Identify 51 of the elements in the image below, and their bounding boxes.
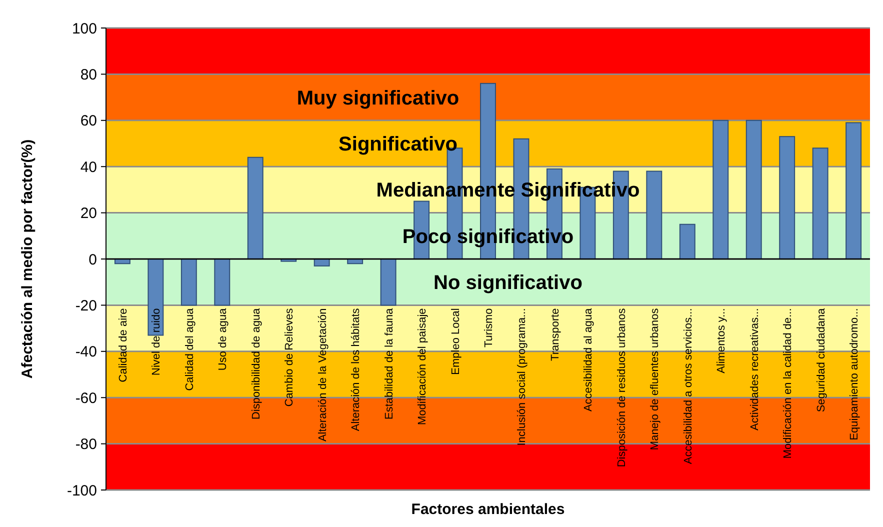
x-tick-label: Actividades recreativas... bbox=[748, 308, 761, 430]
bar bbox=[812, 148, 828, 260]
band-label: No significativo bbox=[434, 272, 582, 294]
x-tick-label: Inclusión social (programa... bbox=[516, 308, 528, 446]
x-tick-label: Disposición de residuos urbanos bbox=[616, 308, 628, 468]
y-tick-label: -60 bbox=[75, 390, 97, 407]
y-axis-title: Afectación al medio por factor(%) bbox=[19, 139, 36, 379]
x-tick-label: Empleo Local bbox=[450, 308, 462, 375]
x-tick-label: Turismo bbox=[483, 308, 495, 348]
x-tick-label: Modificación del paisaje bbox=[416, 308, 429, 425]
x-tick-label: Alteración de los hábitats bbox=[350, 308, 362, 432]
bar bbox=[214, 258, 230, 306]
bar bbox=[247, 156, 264, 260]
bar bbox=[679, 224, 696, 260]
bar bbox=[712, 120, 729, 260]
x-tick-label: Equipamiento autodromo... bbox=[848, 308, 861, 440]
x-tick-label: Transporte bbox=[549, 308, 562, 361]
x-tick-label: Nivel de ruido bbox=[150, 308, 163, 376]
bar bbox=[779, 136, 796, 260]
x-tick-label: Seguridad ciudadana bbox=[815, 307, 828, 412]
y-tick-label: -20 bbox=[75, 297, 97, 314]
y-tick-label: -40 bbox=[75, 344, 97, 361]
bar bbox=[846, 122, 862, 260]
x-tick-label: Modificación en la calidad de... bbox=[782, 308, 794, 459]
x-tick-label: Cambio de Relieves bbox=[284, 308, 296, 407]
bar bbox=[180, 258, 197, 306]
x-tick-label: Alimentos y... bbox=[716, 308, 728, 374]
x-tick-label: Accesibilidad al agua bbox=[582, 307, 595, 412]
x-tick-label: Calidad de aire bbox=[117, 308, 130, 382]
x-tick-label: Estabilidad de la fauna bbox=[383, 307, 396, 420]
x-tick-label: Accesibilidad a otros servicios... bbox=[682, 308, 694, 464]
y-tick-label: 40 bbox=[80, 158, 97, 176]
band-label: Muy significativo bbox=[296, 87, 460, 110]
x-tick-label: Disponibilidad de agua bbox=[250, 307, 262, 420]
x-tick-label: Alteración de la Vegetación bbox=[316, 308, 329, 442]
x-tick-label: Manejo de efluentes urbanos bbox=[649, 308, 662, 450]
y-tick-label: 0 bbox=[88, 251, 97, 268]
x-axis-title: Factores ambientales bbox=[411, 501, 565, 518]
x-tick-label: Uso de agua bbox=[217, 307, 230, 371]
y-tick-label: 100 bbox=[72, 20, 97, 38]
bar bbox=[646, 170, 662, 260]
y-tick-label: -100 bbox=[66, 482, 97, 500]
band-label: Significativo bbox=[338, 134, 458, 156]
bar bbox=[148, 258, 164, 336]
y-tick-label: 80 bbox=[80, 66, 97, 84]
bar bbox=[746, 120, 762, 260]
x-tick-label: Calidad del agua bbox=[184, 307, 196, 391]
y-tick-label: 20 bbox=[80, 205, 97, 222]
y-tick-label: 60 bbox=[80, 112, 97, 130]
bar bbox=[380, 258, 396, 306]
y-tick-label: -80 bbox=[75, 436, 97, 454]
